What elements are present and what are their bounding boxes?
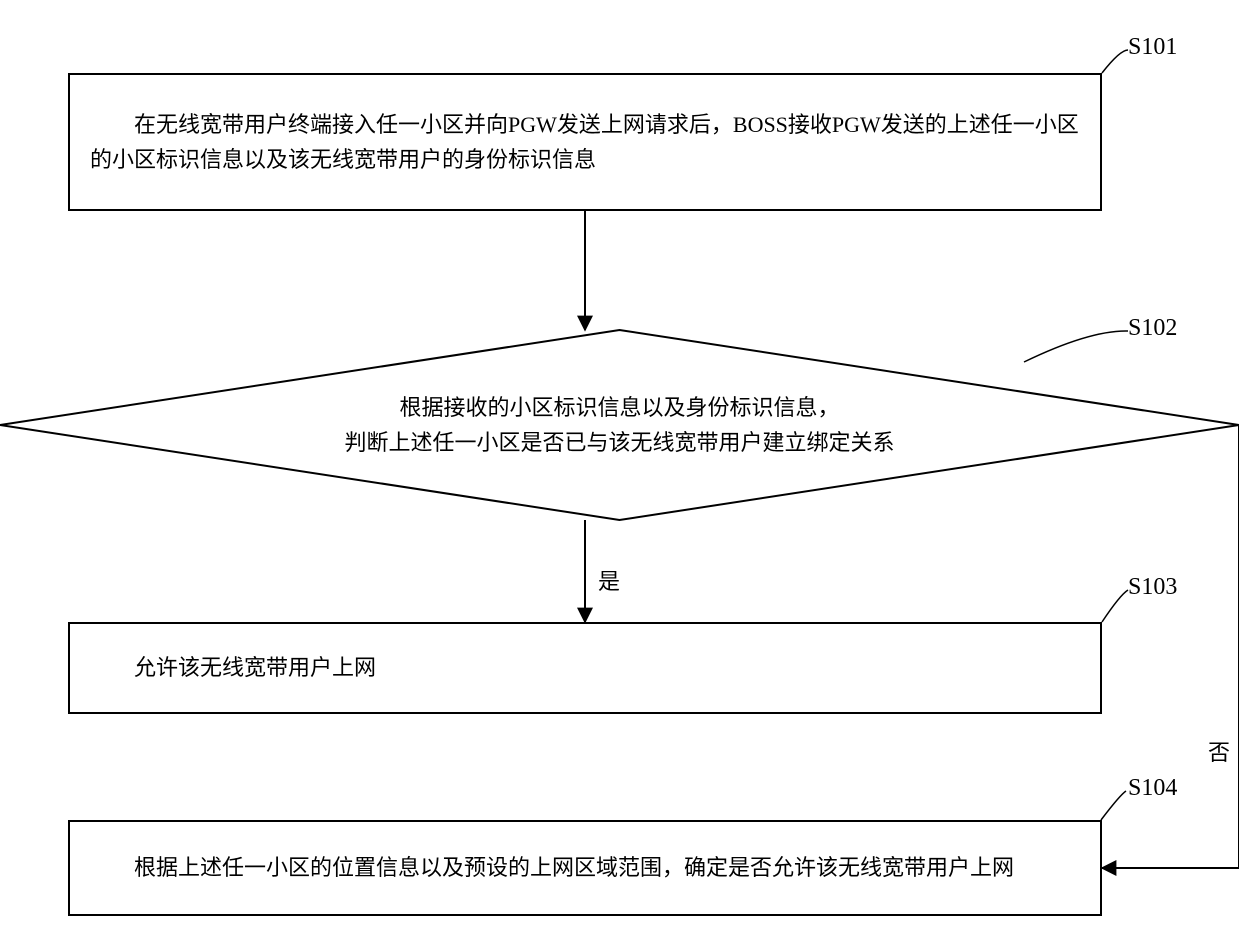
flowchart-canvas: S101 S102 S103 S104 在无线宽带用户终端接入任一小区并向PGW… <box>0 0 1239 946</box>
step-label-s103: S103 <box>1128 574 1177 601</box>
process-text-s103: 允许该无线宽带用户上网 <box>90 650 1080 685</box>
step-label-s104: S104 <box>1128 775 1177 802</box>
process-text-s104: 根据上述任一小区的位置信息以及预设的上网区域范围，确定是否允许该无线宽带用户上网 <box>90 850 1080 885</box>
edge-label-yes: 是 <box>598 564 620 596</box>
step-label-s101: S101 <box>1128 34 1177 61</box>
process-box-s104: 根据上述任一小区的位置信息以及预设的上网区域范围，确定是否允许该无线宽带用户上网 <box>68 820 1102 916</box>
edge-label-no: 否 <box>1208 735 1230 767</box>
decision-diamond-s102: 根据接收的小区标识信息以及身份标识信息，判断上述任一小区是否已与该无线宽带用户建… <box>0 330 1239 520</box>
process-box-s103: 允许该无线宽带用户上网 <box>68 622 1102 714</box>
process-box-s101: 在无线宽带用户终端接入任一小区并向PGW发送上网请求后，BOSS接收PGW发送的… <box>68 73 1102 211</box>
process-text-s101: 在无线宽带用户终端接入任一小区并向PGW发送上网请求后，BOSS接收PGW发送的… <box>90 107 1080 177</box>
decision-text-s102: 根据接收的小区标识信息以及身份标识信息，判断上述任一小区是否已与该无线宽带用户建… <box>186 390 1053 460</box>
